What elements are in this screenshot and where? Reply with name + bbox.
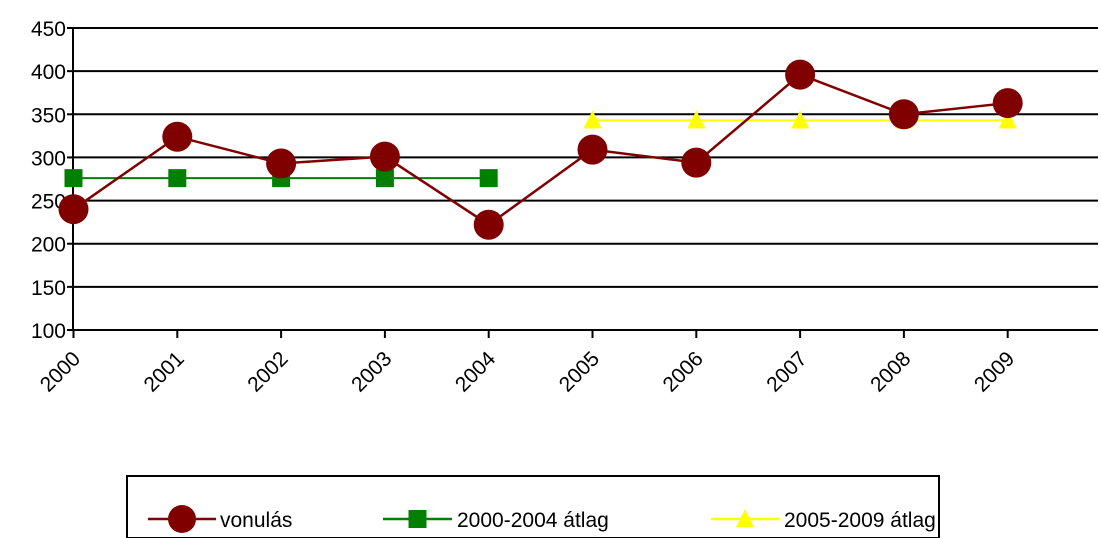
x-tick-label: 2007 — [762, 347, 811, 396]
y-tick-label: 250 — [31, 191, 66, 214]
x-tick-label: 2004 — [451, 347, 501, 397]
legend-label: 2000-2004 átlag — [457, 509, 609, 532]
point-marker — [266, 148, 297, 179]
legend-box — [126, 475, 940, 538]
y-tick-label: 450 — [31, 18, 66, 41]
point-marker — [168, 169, 187, 188]
point-marker — [375, 169, 394, 188]
point-marker — [785, 59, 816, 90]
x-tick-label: 2006 — [659, 347, 708, 396]
y-tick-label: 200 — [31, 234, 66, 257]
y-tick-label: 150 — [31, 277, 66, 300]
point-marker — [168, 505, 196, 533]
gridlines — [73, 27, 1098, 288]
series-0 — [58, 59, 1023, 240]
y-tick-label: 400 — [31, 61, 66, 84]
legend: vonulás 2000-2004 átlag 2005-2009 átlag — [126, 475, 940, 538]
legend-label: 2005-2009 átlag — [784, 509, 936, 532]
axes — [67, 27, 1098, 338]
point-marker — [583, 110, 602, 129]
x-tick-label: 2002 — [243, 347, 292, 396]
legend-entry: 2005-2009 átlag — [711, 509, 936, 532]
point-marker — [888, 99, 919, 130]
point-marker — [577, 134, 608, 165]
point-marker — [998, 110, 1017, 129]
x-tick-label: 2005 — [555, 347, 604, 396]
point-marker — [369, 141, 400, 172]
point-marker — [992, 88, 1023, 119]
point-marker — [687, 110, 706, 129]
x-tick-label: 2000 — [36, 347, 85, 396]
point-marker — [791, 110, 810, 129]
point-marker — [64, 169, 83, 188]
legend-entry: vonulás — [148, 505, 292, 533]
point-marker — [162, 121, 193, 152]
series-group — [58, 59, 1023, 240]
y-tick-label: 300 — [31, 147, 66, 170]
y-tick-label: 350 — [31, 104, 66, 127]
point-marker — [479, 169, 498, 188]
legend-label: vonulás — [220, 509, 292, 532]
y-axis-tick-labels: 100 150 200 250 300 350 400 450 — [31, 18, 66, 343]
y-tick-label: 100 — [31, 320, 66, 343]
point-marker — [473, 209, 504, 240]
x-tick-label: 2001 — [140, 347, 189, 396]
point-marker — [736, 509, 754, 528]
point-marker — [408, 510, 427, 528]
x-tick-label: 2008 — [866, 347, 915, 396]
x-tick-label: 2003 — [347, 347, 396, 396]
point-marker — [58, 194, 89, 225]
x-tick-label: 2009 — [970, 347, 1019, 396]
legend-entry: 2000-2004 átlag — [383, 509, 609, 532]
series-2 — [583, 110, 1017, 129]
point-marker — [681, 147, 712, 178]
series-line — [72, 73, 1008, 227]
x-axis-tick-labels: 2000 2001 2002 2003 2004 2005 2006 2007 2008 2009 — [36, 347, 1019, 397]
